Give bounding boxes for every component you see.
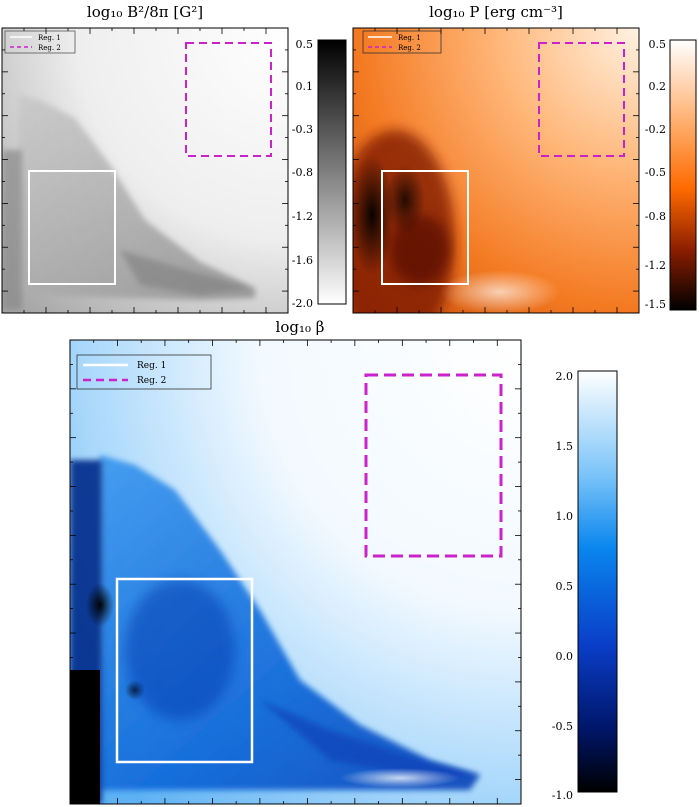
legend: Reg. 1 Reg. 2	[362, 30, 442, 54]
colorbar-tick: -1.2	[292, 210, 313, 223]
region-2-box	[185, 42, 272, 157]
colorbar-ticks: 0.5 0.1 -0.3 -0.8 -1.2 -1.6 -2.0	[292, 38, 313, 310]
colorbar-tick: -0.2	[645, 123, 666, 136]
plot-frame	[69, 339, 522, 805]
legend-label-reg2: Reg. 2	[398, 44, 421, 52]
colorbar-ticks: 2.0 1.5 1.0 0.5 0.0 -0.5 -1.0	[552, 370, 573, 802]
colorbar	[577, 370, 618, 793]
colorbar-tick: 0.1	[296, 80, 314, 93]
region-2-box	[538, 42, 625, 157]
colorbar-tick: -1.0	[552, 789, 573, 802]
legend: Reg. 1 Reg. 2	[76, 354, 212, 390]
heatmap-image	[70, 340, 521, 804]
region-1-box	[381, 170, 469, 285]
panel-pressure: log₁₀ P [erg cm⁻³] Reg. 1 Reg. 2 0.5 0.2…	[352, 3, 697, 314]
legend-label-reg2: Reg. 2	[38, 44, 61, 52]
legend-label-reg2: Reg. 2	[137, 376, 166, 386]
region-1-box	[28, 170, 116, 285]
colorbar-ticks: 0.5 0.2 -0.2 -0.5 -0.8 -1.2 -1.5	[645, 38, 666, 311]
colorbar-tick: 0.2	[649, 80, 667, 93]
region-1-box	[115, 577, 254, 764]
colorbar-tick: 0.5	[649, 38, 667, 51]
region-2-box	[364, 373, 503, 558]
colorbar-tick: -1.6	[292, 254, 313, 267]
colorbar-tick: -0.8	[645, 210, 666, 223]
colorbar-tick: -0.5	[552, 720, 573, 733]
colorbar-tick: 0.0	[556, 650, 574, 663]
plot-frame	[352, 27, 640, 314]
colorbar-tick: 2.0	[556, 370, 574, 383]
panel-title: log₁₀ β	[276, 318, 325, 336]
colorbar-tick: -0.5	[645, 166, 666, 179]
legend-label-reg1: Reg. 1	[398, 34, 421, 42]
legend-label-reg1: Reg. 1	[38, 34, 61, 42]
colorbar	[669, 39, 697, 311]
legend-label-reg1: Reg. 1	[137, 361, 166, 371]
axis-ticks	[2, 28, 639, 804]
colorbar-tick: 0.5	[556, 580, 574, 593]
panel-plasma-beta: log₁₀ β Reg. 1 Reg. 2 2.0 1.5 1.0 0	[69, 318, 618, 805]
colorbar-tick: -0.3	[292, 123, 313, 136]
colorbar-tick: 1.0	[556, 510, 574, 523]
legend: Reg. 1 Reg. 2	[4, 30, 76, 54]
panel-title: log₁₀ P [erg cm⁻³]	[429, 3, 563, 21]
panel-title: log₁₀ B²/8π [G²]	[87, 3, 203, 21]
panel-magnetic-energy: log₁₀ B²/8π [G²] Reg. 1 Reg. 2 0.5 0.1 -…	[1, 3, 347, 314]
colorbar-tick: 1.5	[556, 440, 574, 453]
colorbar-tick: -2.0	[292, 297, 313, 310]
colorbar-tick: -0.8	[292, 166, 313, 179]
heatmap-image	[353, 28, 639, 313]
colorbar-tick: -1.2	[645, 259, 666, 272]
plot-frame	[1, 27, 289, 314]
colorbar-tick: 0.5	[296, 38, 314, 51]
colorbar	[317, 39, 347, 305]
colorbar-tick: -1.5	[645, 298, 666, 311]
